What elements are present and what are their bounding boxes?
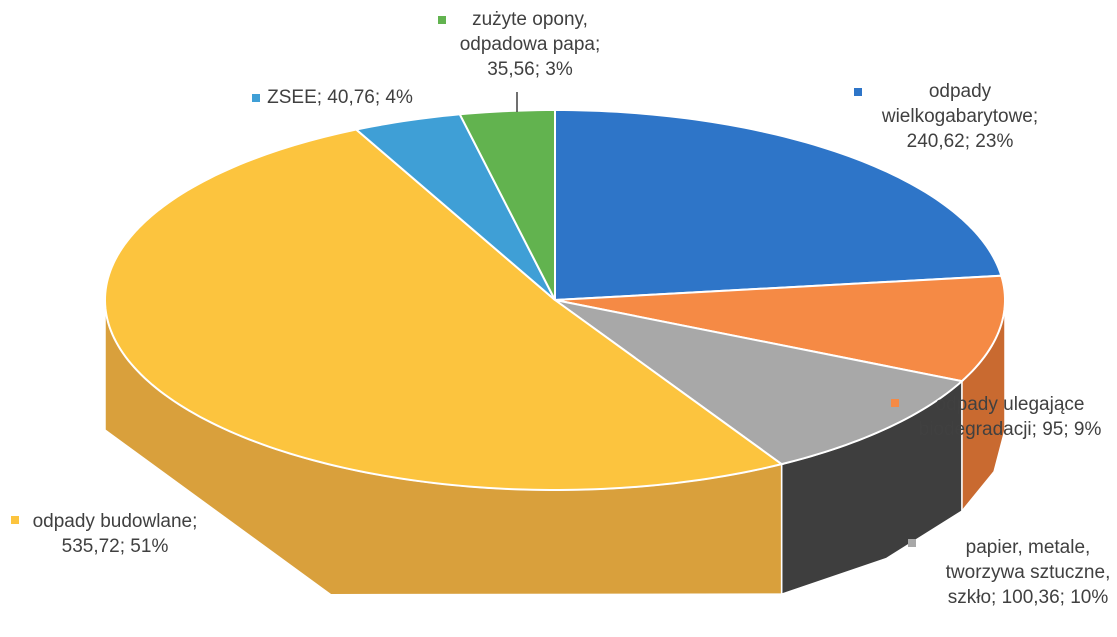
data-label: 35,56; 3% <box>487 59 573 80</box>
label-marker <box>11 516 19 524</box>
data-label: odpadowa papa; <box>460 34 601 55</box>
label-marker <box>908 539 916 547</box>
data-label: biodegradacji; 95; 9% <box>919 419 1102 440</box>
label-marker <box>438 16 446 24</box>
data-label: zużyte opony, <box>472 9 588 30</box>
data-label: szkło; 100,36; 10% <box>948 587 1109 608</box>
slice <box>554 108 1003 302</box>
data-label: odpady ulegające <box>936 394 1085 415</box>
label-marker <box>891 399 899 407</box>
slice <box>554 299 965 466</box>
slice <box>354 113 556 301</box>
data-label: papier, metale, <box>966 537 1091 558</box>
data-label: wielkogabarytowe; <box>881 106 1038 127</box>
data-label: odpady <box>929 81 992 102</box>
data-label: odpady budowlane; <box>33 511 198 532</box>
slice <box>458 108 556 301</box>
data-label: tworzywa sztuczne, <box>946 562 1111 583</box>
data-label: 240,62; 23% <box>907 131 1014 152</box>
label-marker <box>252 94 260 102</box>
slice <box>103 128 784 491</box>
label-marker <box>854 88 862 96</box>
slice <box>554 274 1006 383</box>
data-label: ZSEE; 40,76; 4% <box>267 87 413 108</box>
data-label: 535,72; 51% <box>62 536 169 557</box>
